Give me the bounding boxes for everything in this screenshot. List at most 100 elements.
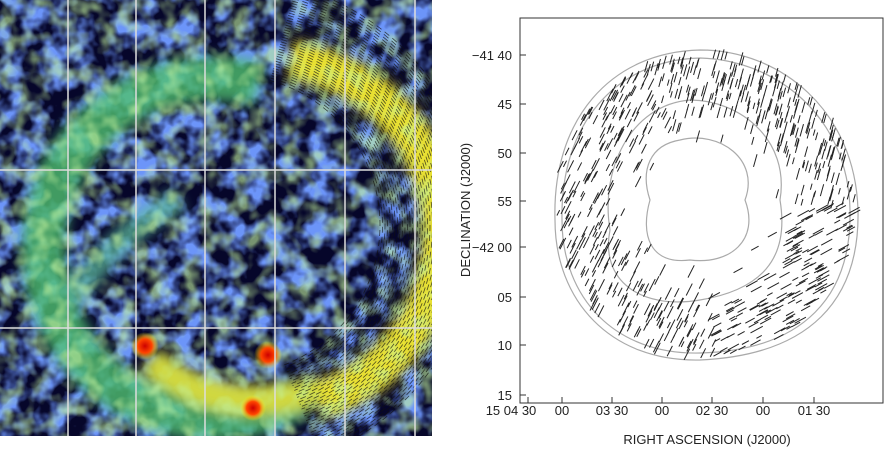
vector <box>565 213 570 221</box>
vector <box>666 305 674 319</box>
vector <box>807 97 811 105</box>
vector <box>611 217 617 227</box>
vector <box>846 224 853 229</box>
vector <box>774 118 779 128</box>
vector <box>733 68 737 78</box>
vector <box>658 316 665 328</box>
vector <box>581 113 586 120</box>
vector <box>573 137 581 150</box>
vector <box>589 244 596 255</box>
vector <box>827 154 832 167</box>
vector <box>654 63 659 76</box>
vector <box>815 274 824 279</box>
vector <box>801 159 805 168</box>
vector <box>690 89 695 101</box>
vector <box>676 297 684 310</box>
vector <box>606 236 614 249</box>
vector <box>587 169 594 181</box>
vector <box>604 222 611 234</box>
vector <box>810 192 816 205</box>
vector <box>805 285 816 292</box>
vector <box>603 98 611 111</box>
vector <box>648 110 656 123</box>
vector <box>763 141 768 154</box>
vector <box>641 143 647 154</box>
vector <box>846 186 852 200</box>
vector <box>749 304 761 311</box>
vector <box>729 79 733 89</box>
hatch-arc <box>284 27 432 417</box>
vector <box>758 302 767 308</box>
vector <box>787 83 791 94</box>
vector <box>581 225 588 238</box>
vector <box>556 209 561 216</box>
vector <box>670 299 675 308</box>
vector <box>628 140 637 154</box>
hatch-arc <box>288 15 432 429</box>
hatch-arc <box>325 0 432 436</box>
vector <box>815 132 819 141</box>
vector <box>591 270 597 277</box>
vector <box>782 261 795 269</box>
vector <box>617 127 623 137</box>
vector <box>636 240 643 251</box>
vector <box>659 264 666 276</box>
vector <box>737 307 747 313</box>
vector <box>683 320 688 328</box>
vector <box>796 138 800 147</box>
vector <box>753 154 758 168</box>
vector <box>820 138 825 149</box>
vector <box>580 232 586 241</box>
vector <box>578 127 584 136</box>
vector <box>748 321 759 328</box>
vector <box>559 237 567 250</box>
vector <box>838 247 846 252</box>
vector <box>632 300 638 308</box>
vector <box>756 299 765 305</box>
vector <box>597 188 604 199</box>
vector <box>603 249 608 256</box>
vector <box>598 133 605 145</box>
vector <box>680 341 685 348</box>
vector <box>741 340 750 345</box>
vector <box>802 248 809 254</box>
vector <box>830 146 835 158</box>
vector <box>633 111 640 122</box>
vector <box>678 122 682 132</box>
vector <box>745 317 755 324</box>
vector <box>618 256 624 267</box>
vector <box>806 283 817 290</box>
vector <box>707 313 720 321</box>
vector <box>733 267 743 274</box>
vector <box>714 330 722 336</box>
vector <box>699 104 705 118</box>
hatch-arc <box>312 0 432 436</box>
vector <box>840 164 844 172</box>
vector <box>577 211 582 218</box>
vector <box>793 226 802 232</box>
vector <box>745 280 758 288</box>
vector <box>612 111 617 120</box>
vector <box>568 227 574 236</box>
vector <box>713 60 717 71</box>
vector <box>796 230 803 235</box>
vector <box>643 290 647 297</box>
vector <box>700 348 707 359</box>
vector <box>729 315 736 321</box>
vector <box>643 303 651 316</box>
vector <box>791 124 796 136</box>
vector <box>712 96 717 108</box>
hatch-arc <box>287 17 432 426</box>
vector <box>632 280 639 292</box>
vector <box>617 287 623 297</box>
vector <box>794 232 806 239</box>
vector <box>787 299 796 305</box>
vector <box>794 193 799 205</box>
vector <box>741 56 745 66</box>
vector <box>607 182 615 195</box>
vector <box>681 51 686 64</box>
vector <box>846 180 850 188</box>
vector <box>750 325 764 334</box>
vector <box>795 250 803 255</box>
vector <box>750 285 762 293</box>
